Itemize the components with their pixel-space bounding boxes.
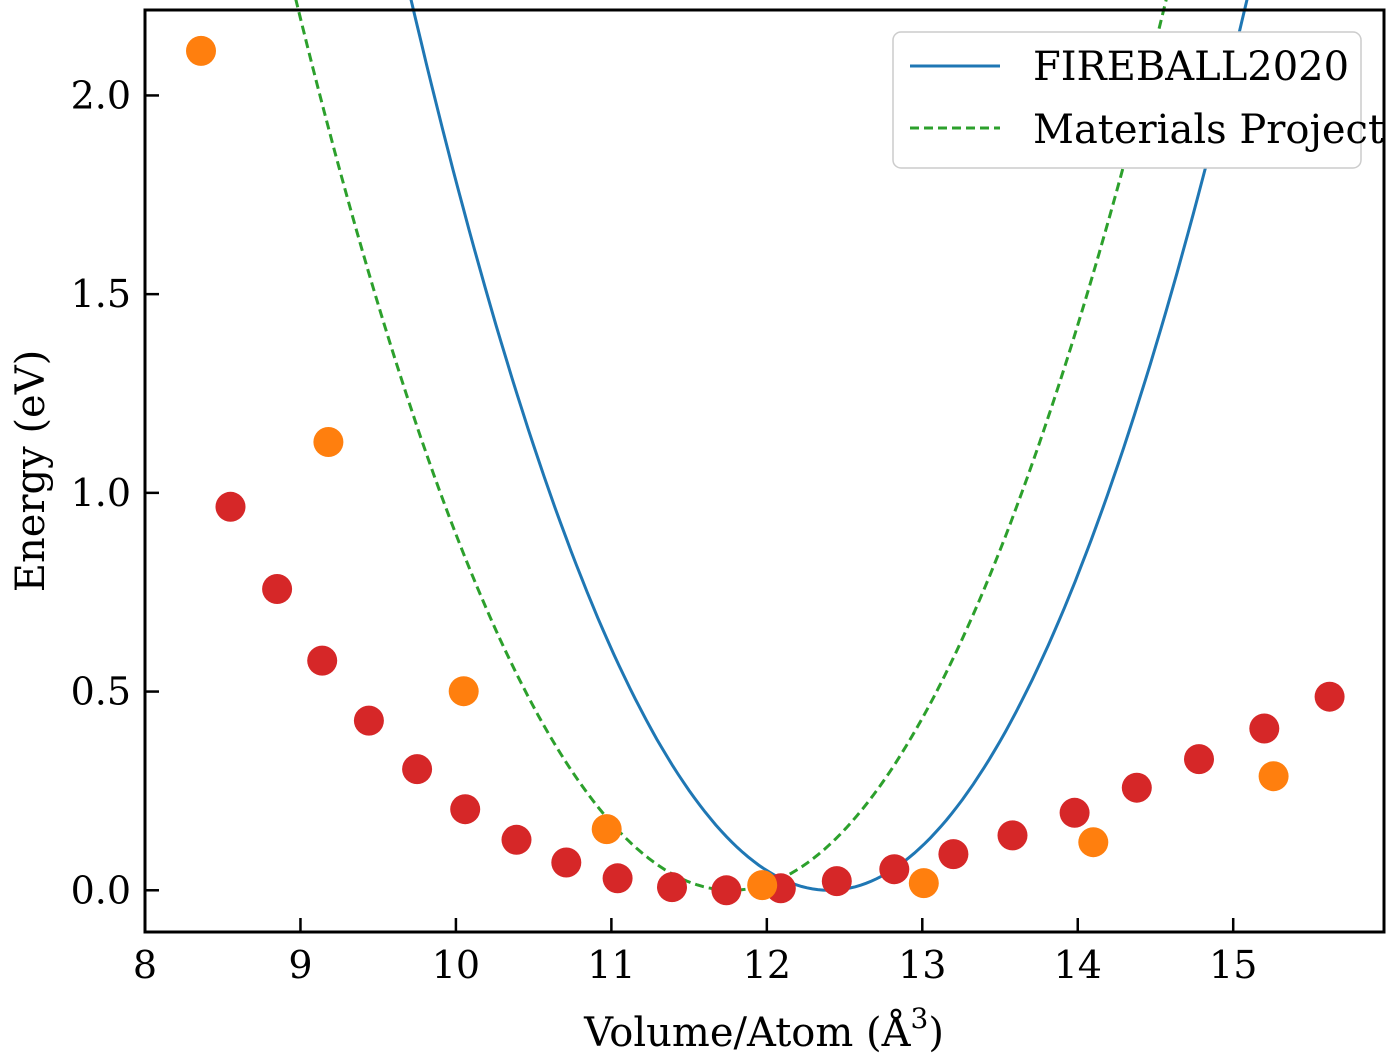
- y-tick-label: 1.5: [71, 272, 131, 316]
- data-point-1-6: [501, 824, 532, 855]
- legend-label-fireball: FIREBALL2020: [1033, 44, 1349, 90]
- data-point-0-5: [908, 868, 939, 899]
- plot-frame: [143, 8, 1386, 934]
- data-point-0-2: [448, 676, 479, 707]
- legend: FIREBALL2020 Materials Project: [892, 31, 1384, 169]
- x-tick-label: 14: [1054, 943, 1102, 987]
- data-point-1-1: [262, 574, 293, 604]
- x-axis-ticks: 8 9 10 11 12 13 14 15: [133, 918, 1257, 987]
- data-point-1-3: [353, 705, 384, 736]
- data-point-1-5: [450, 794, 481, 825]
- y-tick-label: 1.0: [71, 471, 131, 515]
- data-point-1-10: [711, 875, 742, 906]
- data-point-0-6: [1078, 827, 1109, 858]
- data-point-1-0: [215, 491, 246, 522]
- series-line-0: [409, 0, 1249, 892]
- x-tick-label: 15: [1209, 943, 1257, 987]
- y-tick-label: 0.0: [71, 868, 131, 912]
- x-tick-label: 11: [587, 943, 635, 987]
- data-point-1-2: [307, 645, 338, 676]
- legend-box: [892, 31, 1362, 169]
- y-axis-ticks: 0.0 0.5 1.0 1.5 2.0: [71, 73, 159, 912]
- data-markers: [186, 35, 1345, 906]
- x-tick-label: 9: [288, 943, 312, 987]
- y-tick-label: 0.5: [71, 670, 131, 714]
- x-tick-label: 12: [743, 943, 791, 987]
- data-point-1-17: [1121, 772, 1152, 803]
- data-point-0-3: [591, 814, 622, 845]
- data-point-1-19: [1249, 713, 1280, 744]
- data-point-1-4: [402, 754, 433, 785]
- data-point-0-0: [186, 35, 216, 66]
- data-point-0-7: [1258, 761, 1289, 792]
- data-point-0-1: [313, 427, 344, 457]
- data-point-1-7: [551, 847, 582, 878]
- data-point-1-9: [657, 872, 687, 903]
- y-tick-label: 2.0: [71, 73, 131, 117]
- legend-label-materials-project: Materials Project: [1033, 107, 1384, 153]
- data-point-1-8: [602, 863, 633, 894]
- y-axis-label: Energy (eV): [8, 350, 54, 592]
- data-point-0-4: [747, 870, 778, 901]
- x-tick-label: 13: [898, 943, 946, 987]
- data-point-1-20: [1314, 681, 1345, 712]
- data-point-1-15: [997, 820, 1028, 851]
- x-axis-label: Volume/Atom (Å3): [583, 1002, 944, 1056]
- data-point-1-13: [879, 854, 910, 885]
- data-point-1-16: [1059, 797, 1090, 828]
- data-point-1-14: [938, 839, 969, 870]
- data-point-1-18: [1184, 744, 1214, 775]
- x-tick-label: 8: [133, 943, 157, 987]
- data-point-1-12: [821, 866, 852, 897]
- x-tick-label: 10: [432, 943, 480, 987]
